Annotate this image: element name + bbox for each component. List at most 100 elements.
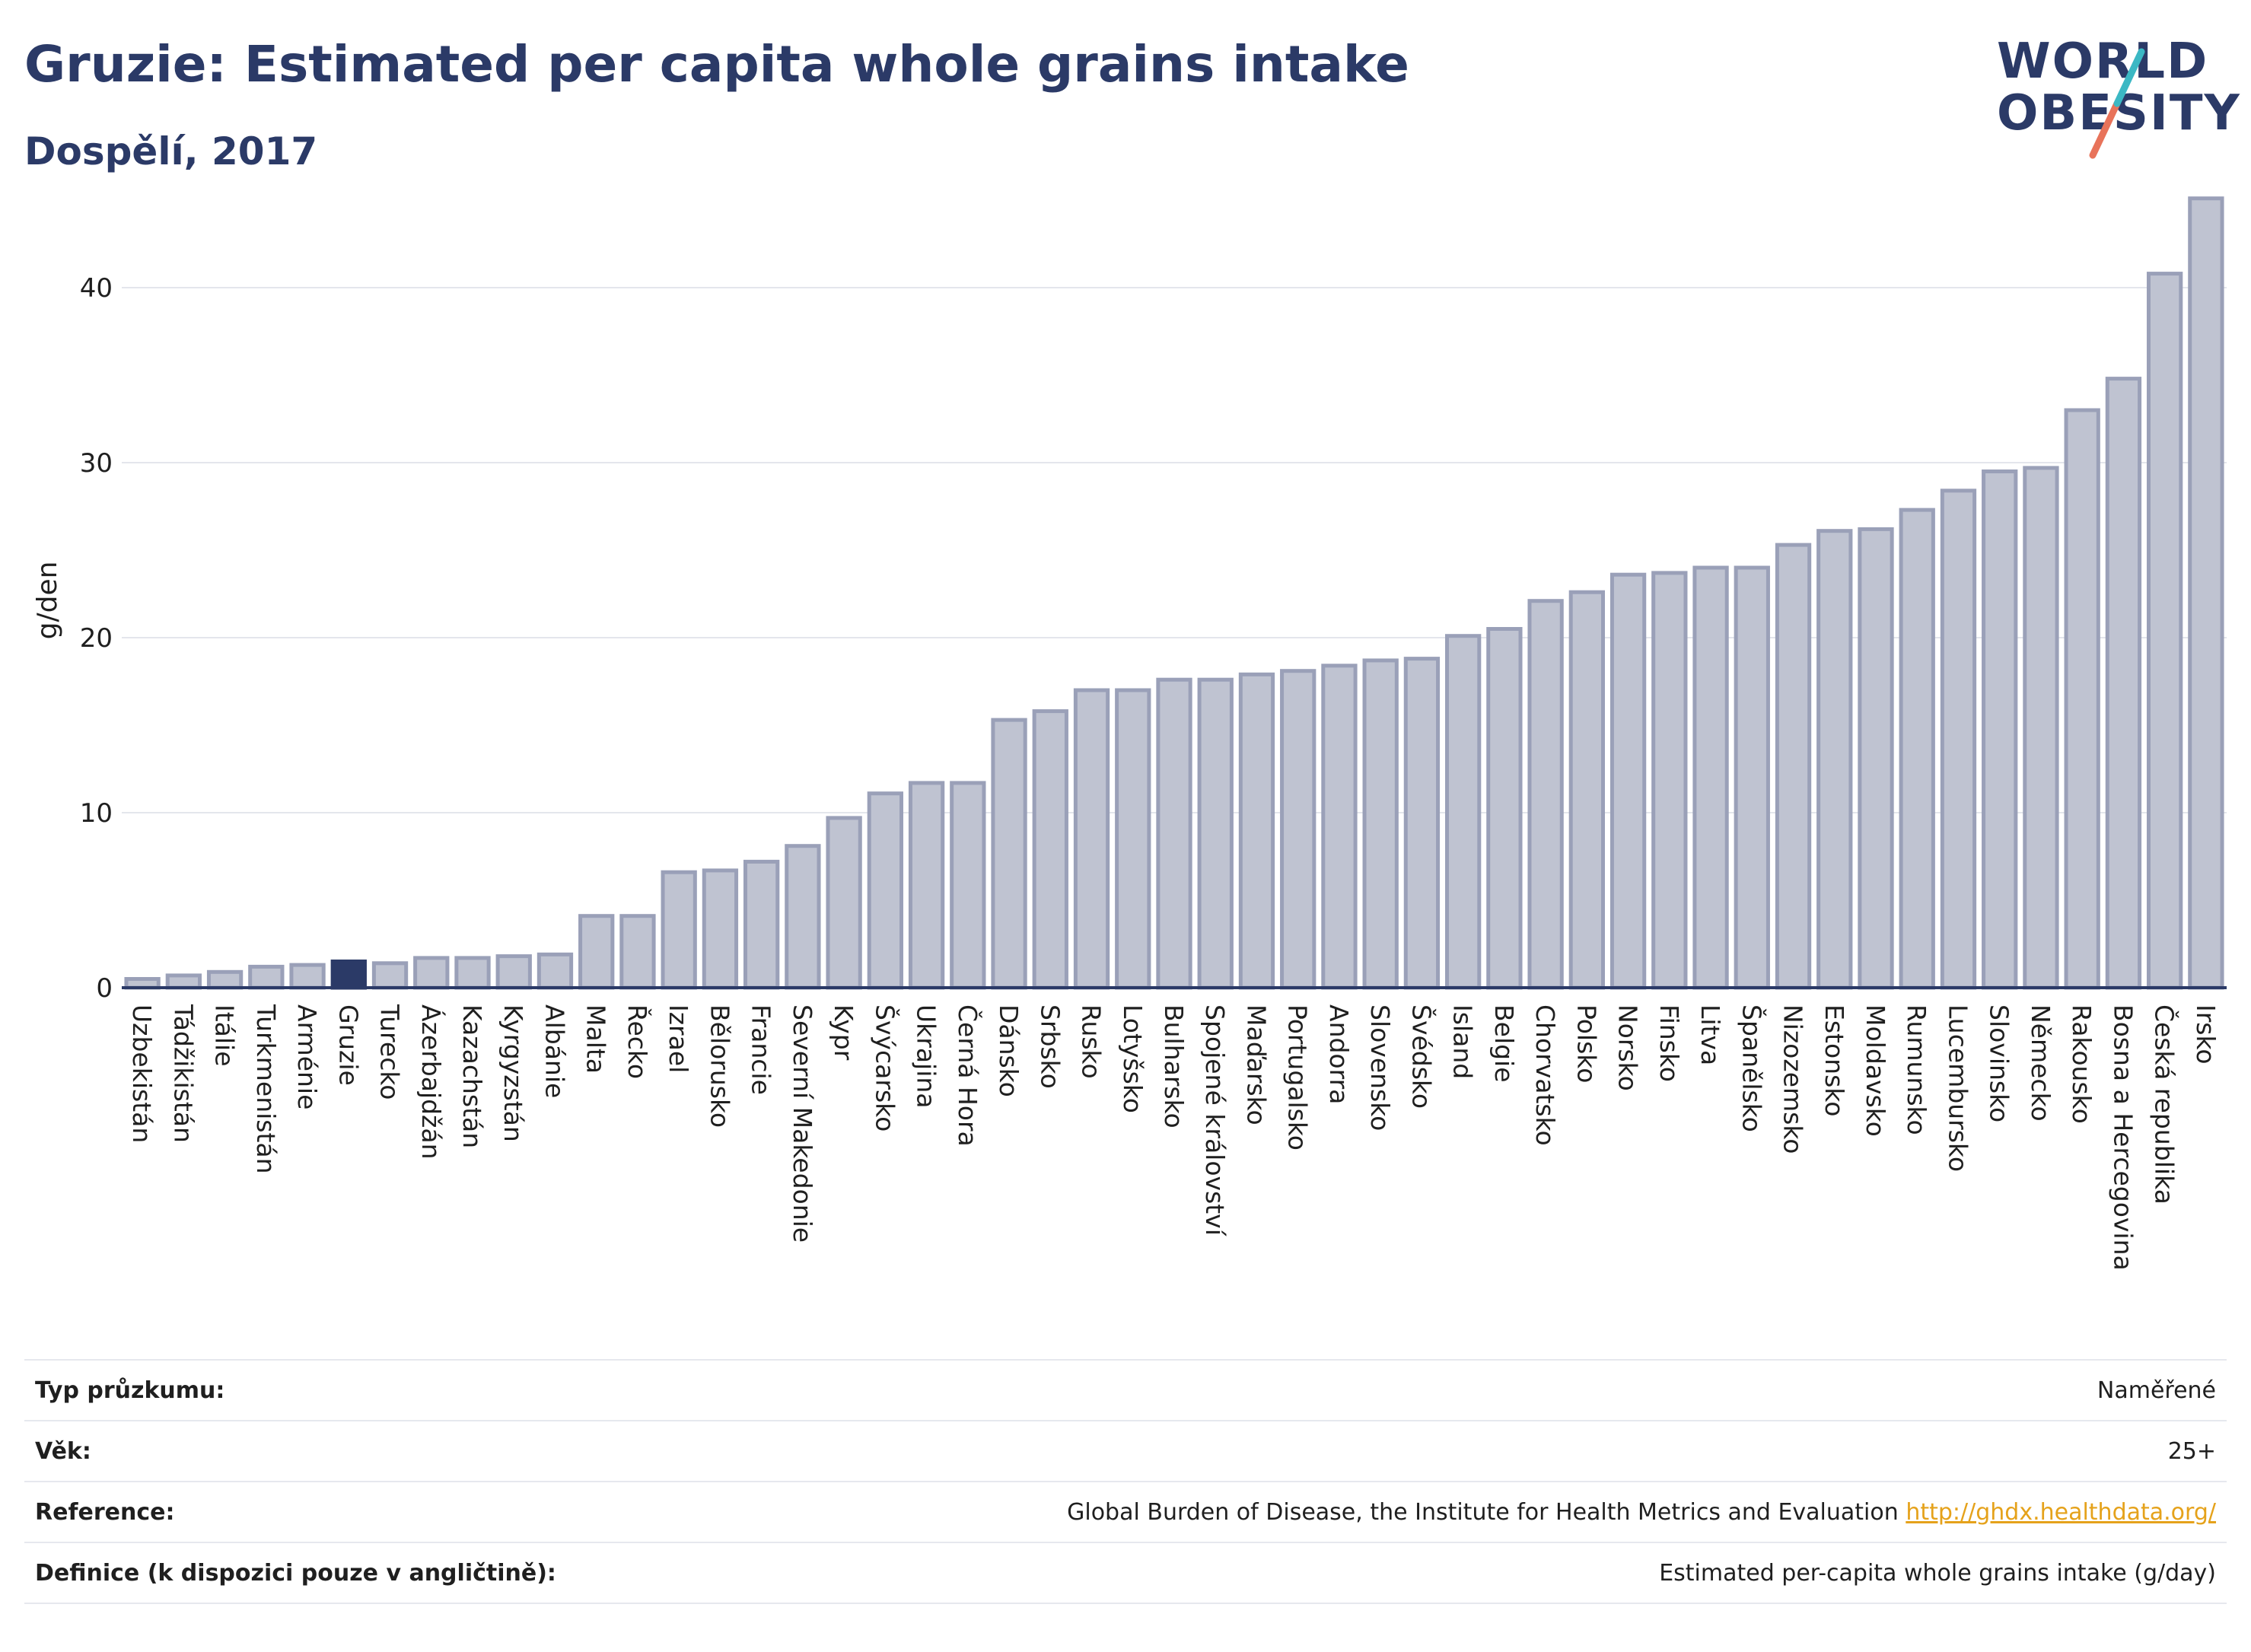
bar <box>785 844 821 990</box>
bar <box>1527 599 1564 990</box>
bar <box>2023 466 2059 990</box>
x-tick-label: Španělsko <box>1737 1004 1767 1132</box>
reference-link[interactable]: http://ghdx.healthdata.org/ <box>1906 1498 2216 1526</box>
world-obesity-logo[interactable]: WORLD OBESITY <box>1979 33 2240 163</box>
bar <box>454 956 491 990</box>
logo-text-line1: WORLD <box>1997 33 2209 90</box>
info-row-age: Věk: 25+ <box>24 1421 2227 1482</box>
bar <box>578 914 615 990</box>
x-tick-label: Uzbekistán <box>127 1004 157 1143</box>
bar <box>248 964 285 990</box>
x-tick-label: Albánie <box>540 1004 569 1098</box>
info-value-reference: Global Burden of Disease, the Institute … <box>1067 1499 2216 1526</box>
bar <box>1115 688 1151 990</box>
x-tick-label: Ázerbajdžán <box>416 1004 447 1160</box>
bar <box>1032 709 1068 990</box>
x-tick-label: Bosna a Hercegovina <box>2108 1004 2138 1271</box>
bar <box>867 791 904 990</box>
x-tick-label: Švýcarsko <box>870 1004 900 1132</box>
bar <box>2146 272 2183 990</box>
bar-chart: 0 10 20 30 40 g/den Uzbekistán Tádžikistán Itáli… <box>32 196 2227 1271</box>
x-tick-label: Arménie <box>292 1004 322 1109</box>
bar <box>1940 489 1977 990</box>
x-tick-label: Belgie <box>1489 1004 1519 1083</box>
bar <box>165 973 202 990</box>
x-tick-label: Malta <box>581 1004 611 1074</box>
info-key: Definice (k dispozici pouze v angličtině… <box>35 1559 556 1587</box>
x-tick-label: Srbsko <box>1035 1004 1065 1089</box>
x-tick-label: Izrael <box>664 1004 693 1073</box>
bar <box>950 781 986 990</box>
bar <box>1568 590 1606 990</box>
info-value: Estimated per-capita whole grains intake… <box>1659 1559 2216 1587</box>
bar <box>1238 672 1275 990</box>
x-tick-label: Tádžikistán <box>168 1004 198 1143</box>
info-row-reference: Reference: Global Burden of Disease, the… <box>24 1482 2227 1543</box>
x-tick-label: Slovinsko <box>1985 1004 2014 1122</box>
bar <box>1073 688 1110 990</box>
x-tick-label: Nizozemsko <box>1778 1004 1808 1154</box>
bar <box>2064 408 2100 990</box>
x-tick-label: Estonsko <box>1820 1004 1849 1116</box>
x-tick-label: Chorvatsko <box>1530 1004 1560 1146</box>
x-tick-label: Černá Hora <box>953 1004 983 1147</box>
bar <box>289 963 326 990</box>
x-tick-label: Slovensko <box>1365 1004 1395 1131</box>
bar <box>206 969 244 990</box>
x-tick-label: Moldavsko <box>1861 1004 1890 1137</box>
bar <box>826 816 862 990</box>
bar <box>495 954 532 990</box>
bar <box>1403 657 1441 990</box>
x-tick-label: Maďarsko <box>1241 1004 1271 1125</box>
bar <box>1362 658 1399 990</box>
x-tick-label: Rumunsko <box>1902 1004 1931 1135</box>
x-tick-label: Itálie <box>210 1004 240 1067</box>
y-tick-label: 40 <box>80 273 113 304</box>
x-tick-label: Polsko <box>1571 1004 1601 1083</box>
bar <box>991 718 1027 990</box>
y-tick-label: 20 <box>80 623 113 654</box>
bar <box>330 960 367 990</box>
chart-subtitle: Dospělí, 2017 <box>24 129 318 173</box>
bar <box>1156 677 1192 990</box>
x-tick-label: Litva <box>1695 1004 1725 1065</box>
bar <box>1899 508 1935 990</box>
x-tick-label: Německo <box>2026 1004 2055 1122</box>
x-tick-label: Lotyšsko <box>1118 1004 1148 1113</box>
bar <box>619 914 656 990</box>
bar <box>1734 565 1770 990</box>
x-tick-label: Dánsko <box>994 1004 1024 1097</box>
bar <box>661 870 697 990</box>
x-tick-label: Turkmenistán <box>251 1004 281 1174</box>
bar <box>1651 571 1688 990</box>
bar <box>536 952 574 990</box>
bar <box>371 961 409 990</box>
x-tick-label: Švédsko <box>1406 1004 1437 1109</box>
x-tick-label: Kazachstán <box>457 1004 487 1148</box>
bar <box>1321 664 1358 990</box>
x-tick-label: Turecko <box>375 1004 405 1100</box>
bar <box>743 859 780 990</box>
bar <box>413 956 450 990</box>
x-tick-label: Kypr <box>829 1004 858 1061</box>
bar <box>702 868 739 990</box>
info-row-definition: Definice (k dispozici pouze v angličtině… <box>24 1543 2227 1604</box>
info-table: Typ průzkumu: Naměřené Věk: 25+ Referenc… <box>24 1359 2227 1604</box>
bar <box>1816 529 1853 990</box>
x-tick-label: Norsko <box>1613 1004 1643 1091</box>
bar <box>1197 677 1234 990</box>
x-tick-label: Rakousko <box>2067 1004 2097 1124</box>
info-value: Naměřené <box>2097 1377 2216 1404</box>
bar <box>2105 377 2142 990</box>
x-tick-label: Francie <box>747 1004 776 1095</box>
reference-text: Global Burden of Disease, the Institute … <box>1067 1498 1899 1526</box>
info-value: 25+ <box>2167 1437 2216 1465</box>
info-key: Typ průzkumu: <box>35 1377 225 1404</box>
x-tick-label: Bulharsko <box>1159 1004 1189 1128</box>
logo-slash-icon <box>2089 48 2145 159</box>
x-tick-label: Řecko <box>622 1004 653 1079</box>
info-key: Reference: <box>35 1498 175 1526</box>
bar <box>2188 196 2224 990</box>
x-tick-label: Česká republika <box>2150 1004 2180 1205</box>
x-tick-label: Gruzie <box>333 1004 363 1086</box>
